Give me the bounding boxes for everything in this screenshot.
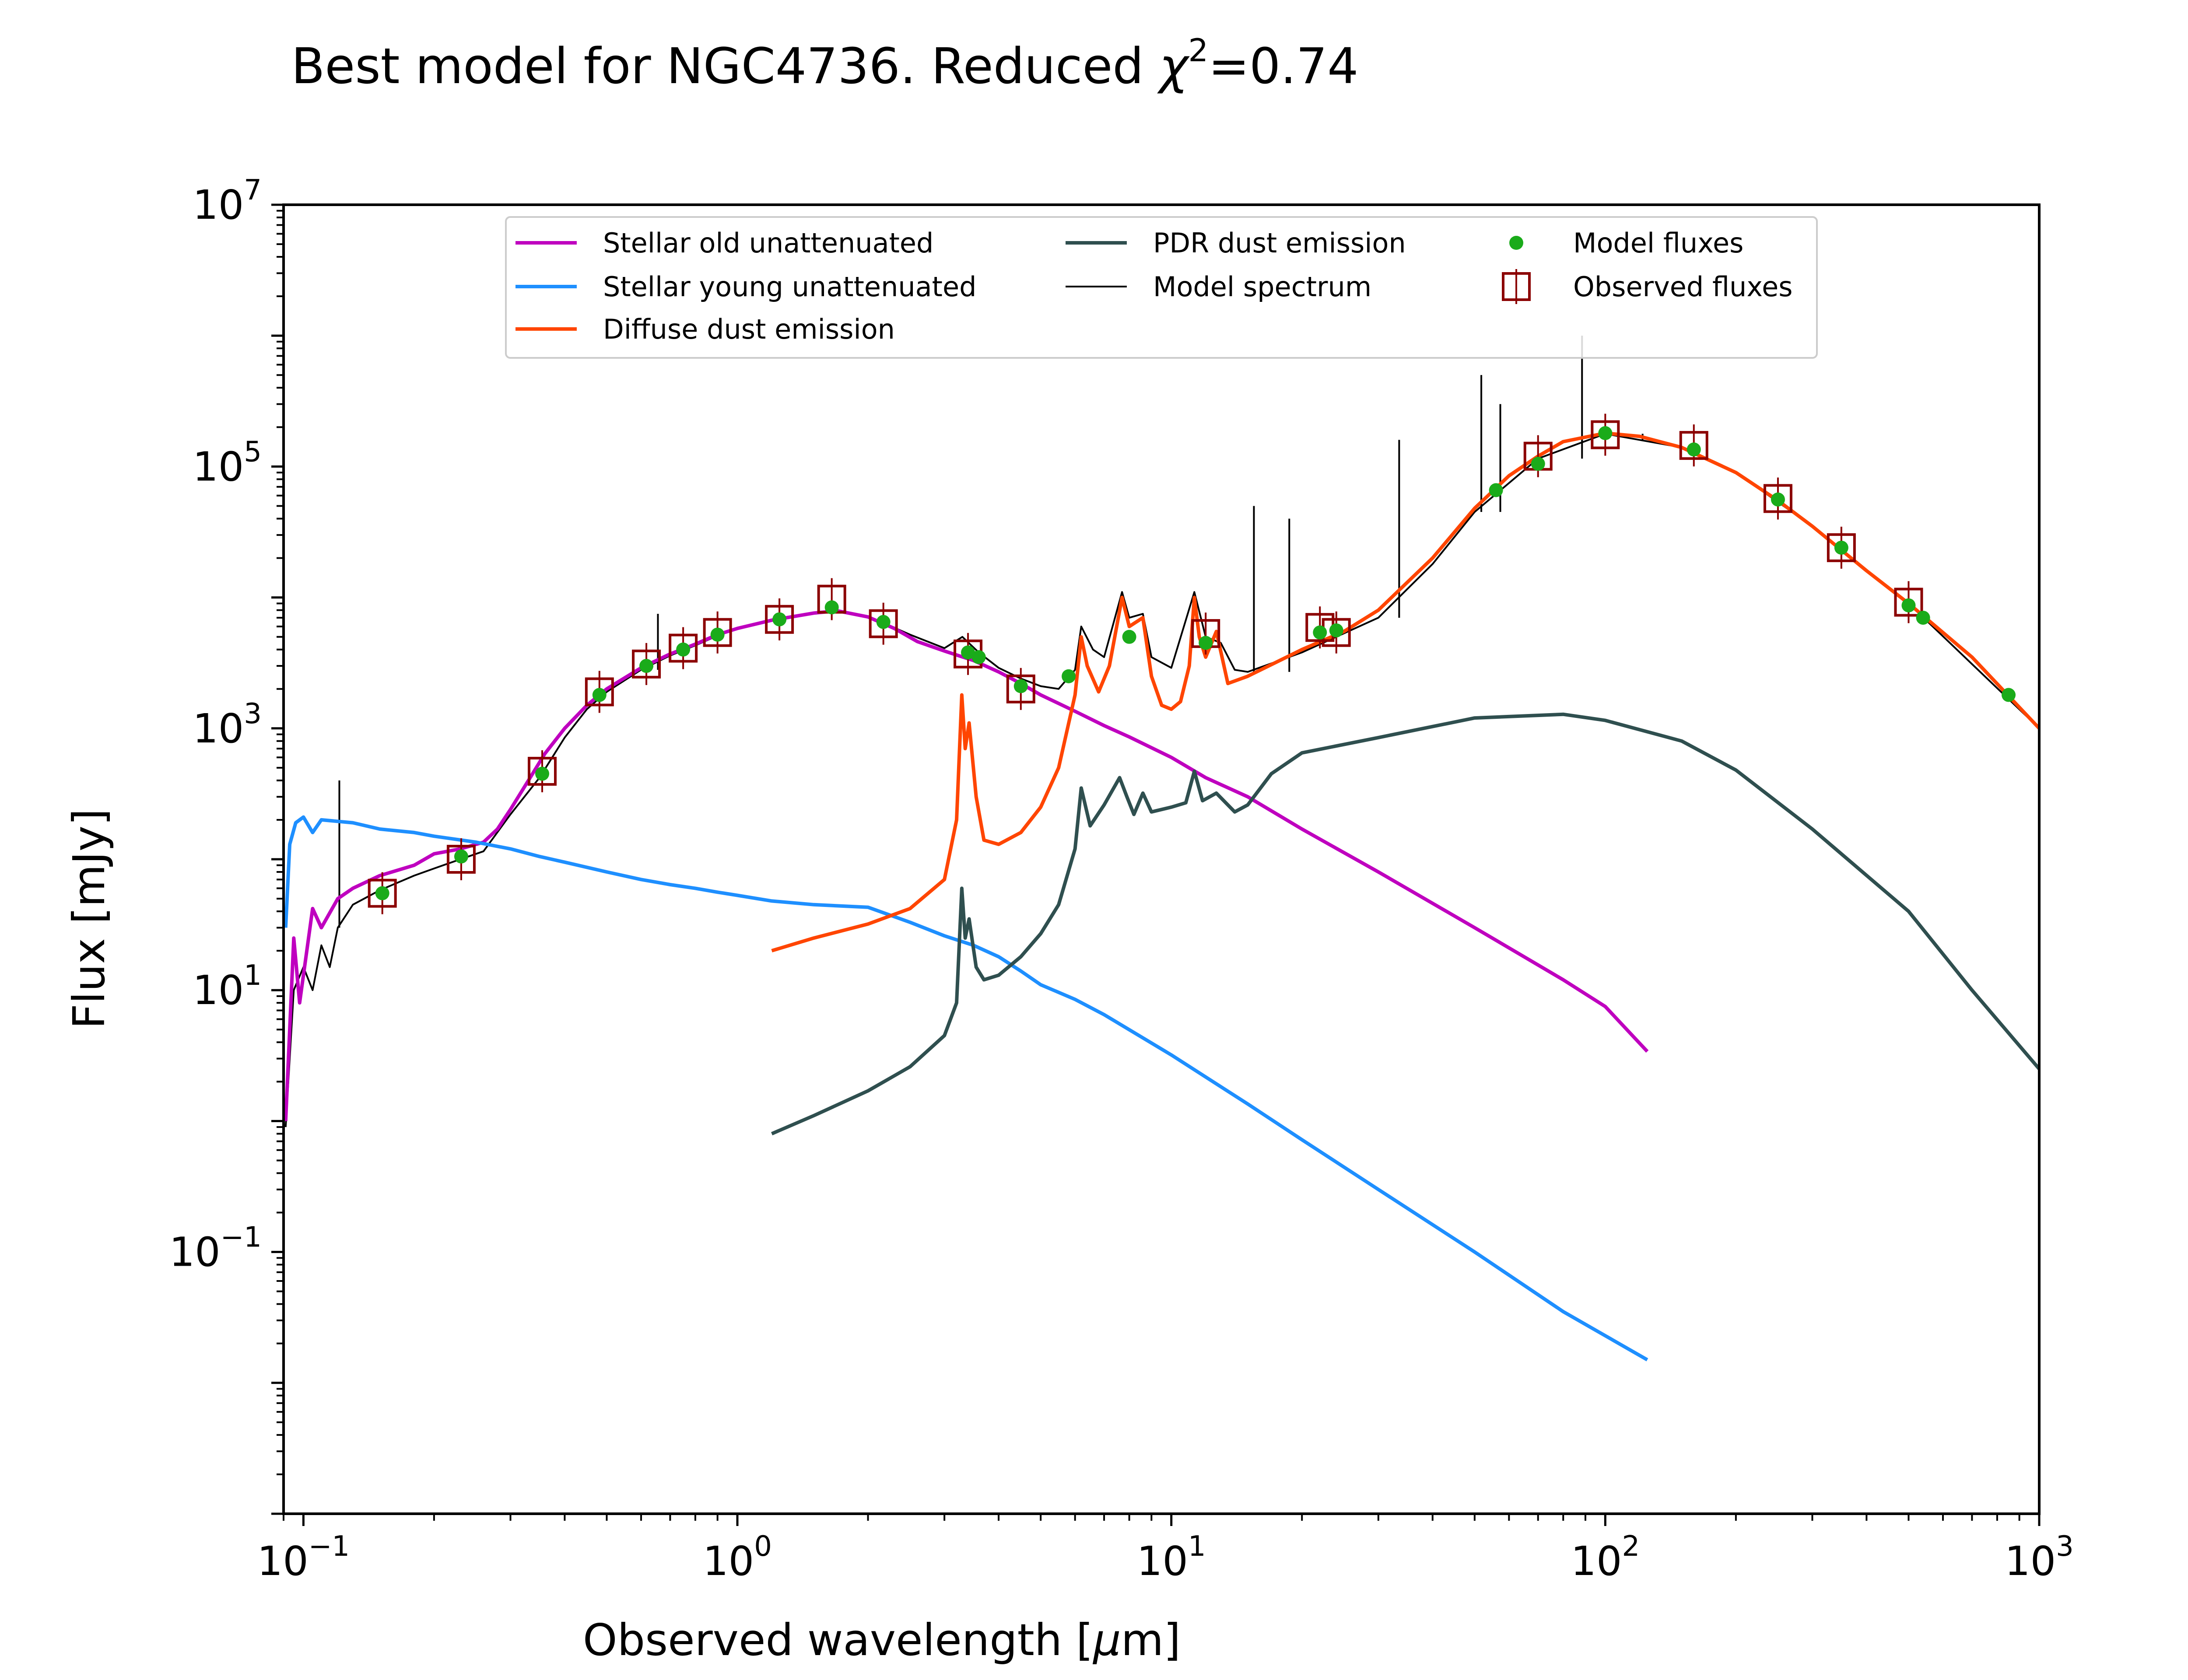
model-flux-point — [772, 612, 787, 626]
observed-flux-marker — [446, 845, 476, 874]
observed-flux-marker — [1006, 674, 1035, 704]
data-layer — [284, 336, 2039, 1362]
model-flux-point — [592, 688, 607, 702]
y-tick-label: 10−1 — [169, 1222, 262, 1276]
model-flux-point — [639, 659, 654, 673]
model-flux-point — [375, 886, 389, 900]
model-flux-point — [1329, 623, 1343, 637]
series-line-model-spectrum — [284, 433, 2039, 1127]
model-flux-point — [676, 642, 691, 657]
series-line-stellar-old-unattenuated — [284, 609, 1649, 1121]
series-line-stellar-young-unattenuated — [284, 815, 1648, 1362]
legend-box — [505, 216, 1818, 359]
model-flux-point — [1916, 610, 1930, 625]
legend-label-diffuse-dust-emission: Diffuse dust emission — [603, 313, 895, 345]
x-tick-label: 10−1 — [257, 1530, 350, 1585]
series-line-pdr-dust-emission — [771, 712, 2039, 1136]
model-flux-point — [961, 645, 975, 660]
observed-flux-marker — [669, 634, 698, 663]
observed-flux-marker — [368, 878, 397, 908]
observed-flux-marker — [1894, 588, 1923, 617]
observed-flux-marker — [869, 609, 898, 638]
model-flux-point — [1687, 442, 1701, 457]
legend-label-model-spectrum: Model spectrum — [1153, 271, 1371, 303]
observed-flux-marker — [703, 618, 732, 647]
x-axis-label: Observed wavelength [μm] — [583, 1614, 1181, 1666]
model-flux-point — [971, 650, 986, 665]
observed-flux-marker — [585, 677, 614, 707]
model-flux-point — [710, 627, 725, 642]
model-flux-point — [2002, 688, 2016, 702]
plot-area: 10−1 100 101 102 103 10−1 101 103 105 107 Stellar … — [169, 174, 2074, 1585]
model-flux-point — [1122, 630, 1136, 644]
model-flux-point — [876, 615, 891, 629]
observed-flux-marker — [632, 649, 661, 679]
y-tick-label: 101 — [193, 959, 262, 1014]
y-tick-label: 107 — [193, 174, 262, 228]
series-line-diffuse-dust-emission — [771, 431, 2039, 952]
model-flux-point — [1531, 457, 1545, 471]
x-tick-label: 101 — [1137, 1530, 1206, 1585]
x-tick-label: 102 — [1571, 1530, 1640, 1585]
legend-label-pdr-dust-emission: PDR dust emission — [1153, 227, 1406, 259]
observed-flux-marker — [1763, 484, 1792, 513]
y-tick-label: 103 — [193, 698, 262, 752]
observed-flux-marker — [528, 756, 557, 786]
model-flux-point — [1313, 625, 1327, 640]
legend-label-stellar-young-unattenuated: Stellar young unattenuated — [603, 271, 976, 303]
legend: Stellar old unattenuated Stellar young un… — [505, 216, 1818, 359]
observed-flux-marker — [1591, 420, 1620, 449]
chart-title: Best model for NGC4736. Reduced χ2=0.74 — [291, 32, 1359, 95]
model-flux-point — [1199, 636, 1213, 650]
model-flux-point — [535, 766, 550, 781]
model-flux-point — [454, 849, 468, 864]
y-tick-label: 105 — [193, 436, 262, 490]
model-flux-point — [1598, 426, 1613, 441]
observed-flux-marker — [1827, 533, 1856, 562]
legend-swatch-model-fluxes — [1509, 236, 1523, 250]
legend-label-stellar-old-unattenuated: Stellar old unattenuated — [603, 227, 933, 259]
x-tick-label: 100 — [703, 1530, 772, 1585]
legend-swatch-observed-fluxes — [1502, 272, 1531, 301]
x-tick-label: 103 — [2005, 1530, 2074, 1585]
y-axis-label: Flux [mJy] — [63, 808, 115, 1029]
model-flux-point — [1062, 669, 1076, 683]
legend-label-model-fluxes: Model fluxes — [1573, 227, 1743, 259]
model-flux-point — [1834, 540, 1848, 555]
model-flux-point — [1771, 492, 1785, 507]
model-flux-point — [1489, 483, 1503, 497]
model-flux-point — [1013, 679, 1028, 693]
observed-flux-marker — [1679, 431, 1708, 460]
legend-label-observed-fluxes: Observed fluxes — [1573, 271, 1793, 303]
observed-flux-marker — [765, 605, 794, 634]
model-flux-point — [1901, 598, 1916, 612]
model-flux-point — [824, 600, 839, 615]
